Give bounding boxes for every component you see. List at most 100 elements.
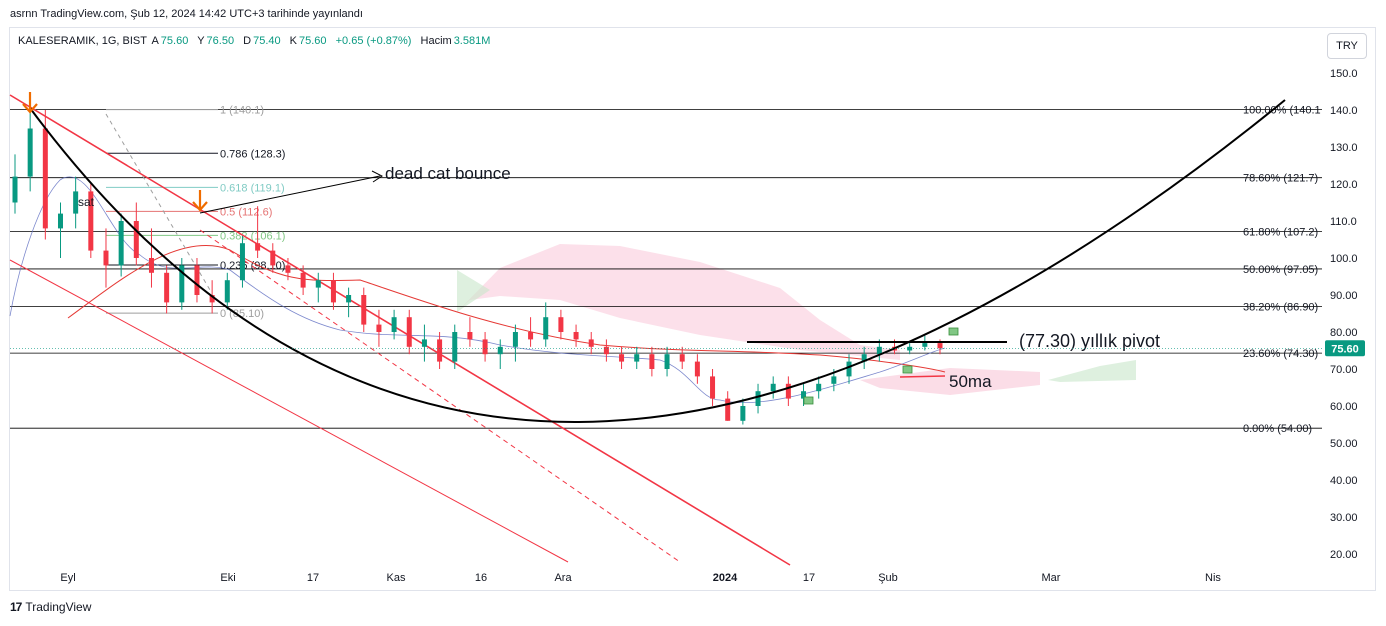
x-tick-label: Mar [1042,572,1061,584]
flag-icon [902,365,913,374]
candle-body [785,383,791,399]
high-value: 76.50 [206,35,235,47]
candle-body [467,332,473,340]
flag-icon [948,327,959,336]
candle-body [391,317,397,332]
arrow-head-icon [371,170,383,183]
symbol-legend: KALESERAMIK, 1G, BIST A 75.60 Y 76.50 D 75.… [18,35,496,47]
ma50-marker-line [899,375,946,378]
dead-cat-arrow [199,175,381,214]
y-tick-label: 140.0 [1330,105,1358,117]
fib-level-label: 78.60% (121.7) [1243,173,1318,185]
x-tick-label: Nis [1205,572,1221,584]
candle-body [27,128,33,177]
candle-body [346,295,352,303]
fib-retracement-label: 1 (140.1) [220,105,264,117]
fib-retracement-label: 0.5 (112.6) [220,206,272,218]
candle-body [801,391,807,399]
candle-body [907,346,913,351]
candle-body [300,272,306,288]
low-label: D [243,35,252,47]
fib-retracement-label: 0.618 (119.1) [220,182,285,194]
volume-label: Hacim [420,35,452,47]
fib-retracement-label: 0.382 (106.1) [220,230,285,242]
fib-level-label: 100.00% (140.1 [1243,105,1321,117]
candle-body [270,250,276,266]
fib-level-label: 61.80% (107.2) [1243,226,1318,238]
candle-body [42,128,48,229]
dead-cat-annotation: dead cat bounce [385,164,511,183]
candle-body [528,332,534,340]
y-tick-label: 20.00 [1330,549,1358,561]
candle-body [103,250,109,266]
candle-body [937,343,943,349]
candle-body [512,332,518,347]
symbol-label[interactable]: KALESERAMIK, 1G, BIST [18,35,147,47]
x-tick-label: 17 [803,572,815,584]
rounding-bottom-curve [29,99,1286,423]
x-tick-label: Ara [554,572,572,584]
x-tick-label: Şub [878,572,898,584]
change-value: +0.65 (+0.87%) [335,35,412,47]
candle-body [816,383,822,392]
footer-brand[interactable]: 17 TradingView [10,600,91,614]
fib-level-label: 23.60% (74.30) [1243,348,1318,360]
candle-body [73,191,79,214]
candle-body [497,346,503,355]
candle-body [725,398,731,421]
candle-body [482,339,488,355]
candle-body [573,332,579,340]
candle-body [922,343,928,347]
sell-annotation: sat [78,195,95,209]
candle-body [634,354,640,362]
candle-body [679,354,685,362]
trendline-upper [9,94,791,566]
y-tick-label: 60.00 [1330,401,1358,413]
x-tick-label: 16 [475,572,487,584]
candle-body [330,280,336,303]
x-tick-label: Eyl [60,572,75,584]
fib-retracement-label: 0.786 (128.3) [220,148,285,160]
x-tick-label: Kas [387,572,406,584]
x-tick-label: Eki [220,572,235,584]
close-value: 75.60 [299,35,327,47]
candle-body [694,361,700,377]
future-cloud-bullish [1048,360,1136,382]
bearish-cloud [457,244,900,360]
y-tick-label: 70.00 [1330,364,1358,376]
candle-body [437,339,443,362]
candle-body [406,317,412,347]
candle-body [452,332,458,362]
open-value: 75.60 [160,35,189,47]
high-label: Y [197,35,205,47]
y-tick-label: 120.0 [1330,179,1358,191]
sell-arrow-icon [22,92,38,114]
candle-body [831,376,837,384]
y-tick-label: 150.0 [1330,68,1358,80]
candle-body [57,213,63,229]
candle-body [740,406,746,421]
flag-icon [803,396,814,405]
fib-level-label: 38.20% (86.90) [1243,301,1318,313]
ma50-line [67,245,946,373]
candle-body [876,346,882,355]
y-tick-label: 40.00 [1330,475,1358,487]
y-tick-label: 90.00 [1330,290,1358,302]
candle-body [118,221,124,266]
y-tick-label: 130.0 [1330,142,1358,154]
currency-button[interactable]: TRY [1327,33,1367,59]
candle-body [846,361,852,377]
trendline-dashed [199,229,681,563]
candle-body [603,346,609,355]
low-value: 75.40 [253,35,281,47]
candle-body [664,354,670,369]
candle-body [285,265,291,273]
candle-body [861,354,867,362]
volume-value: 3.581M [453,35,491,47]
y-tick-label: 50.00 [1330,438,1358,450]
published-info: asrnn TradingView.com, Şub 12, 2024 14:4… [10,8,363,20]
x-tick-label: 2024 [713,572,738,584]
candle-body [558,317,564,332]
close-label: K [289,35,298,47]
